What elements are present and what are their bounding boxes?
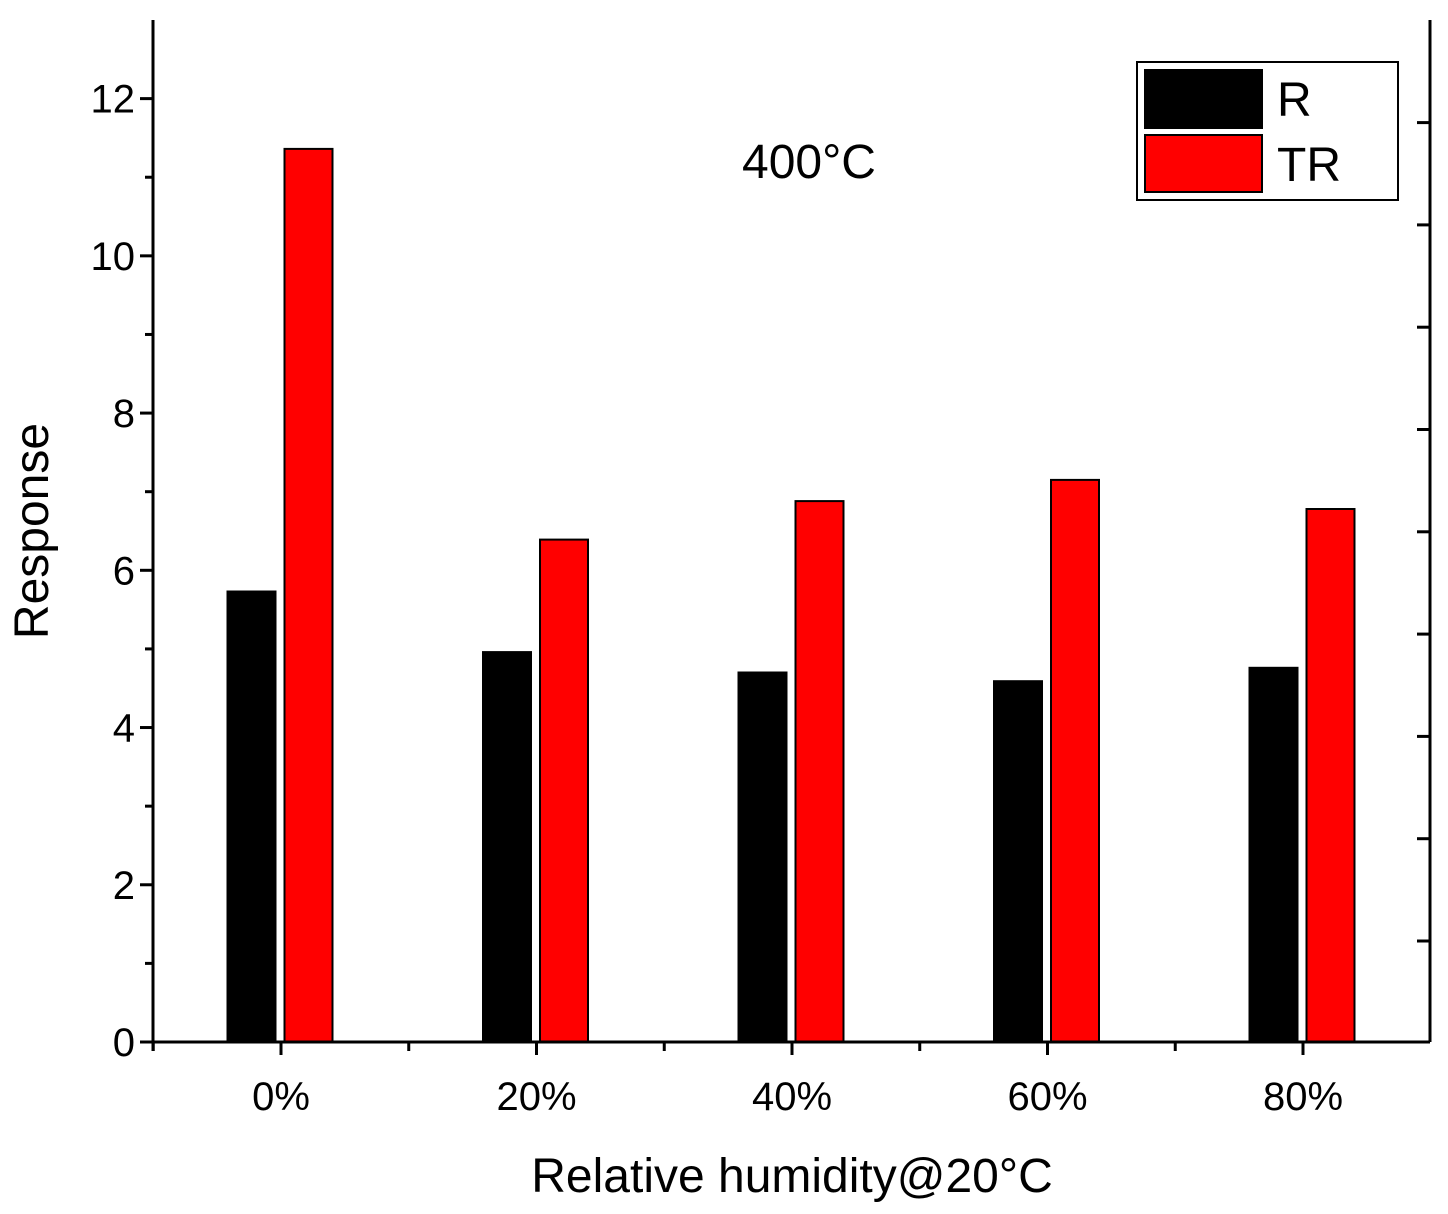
x-tick-label: 40%: [752, 1075, 832, 1119]
y-tick-label: 0: [113, 1021, 135, 1065]
y-tick-label: 12: [91, 78, 136, 122]
y-tick-label: 6: [113, 549, 135, 593]
legend-swatch-r: [1144, 69, 1263, 129]
y-tick-label: 8: [113, 392, 135, 436]
bar-r-40pct: [737, 671, 788, 1043]
x-tick-label: 60%: [1007, 1075, 1087, 1119]
y-tick-label: 10: [91, 235, 136, 279]
y-tick-labels: 0 2 4 6 8 10 12: [91, 78, 136, 1065]
bar-tr-60pct: [1050, 478, 1100, 1043]
bar-tr-20pct: [539, 538, 589, 1043]
legend-label-r: R: [1277, 74, 1312, 127]
legend-label-tr: TR: [1277, 139, 1341, 192]
legend: R TR: [1136, 61, 1399, 201]
legend-swatch-tr: [1144, 134, 1263, 193]
x-tick-labels: 0% 20% 40% 60% 80%: [252, 1075, 1343, 1119]
bar-r-0pct: [226, 590, 277, 1043]
bar-tr-0pct: [283, 147, 334, 1043]
x-tick-label: 20%: [496, 1075, 576, 1119]
bar-tr-40pct: [794, 500, 845, 1044]
bar-r-60pct: [993, 680, 1043, 1043]
bars: [226, 147, 1356, 1044]
y-tick-label: 4: [113, 707, 135, 751]
bar-r-80pct: [1248, 666, 1299, 1043]
y-axis-title: Response: [6, 423, 59, 639]
y-tick-label: 2: [113, 864, 135, 908]
temperature-annotation: 400°C: [742, 136, 876, 189]
bar-tr-80pct: [1305, 508, 1356, 1043]
x-tick-label: 80%: [1263, 1075, 1343, 1119]
x-axis-title: Relative humidity@20°C: [531, 1150, 1052, 1203]
major-ticks: [140, 97, 1430, 1055]
x-tick-label: 0%: [252, 1075, 310, 1119]
bar-r-20pct: [482, 651, 532, 1043]
